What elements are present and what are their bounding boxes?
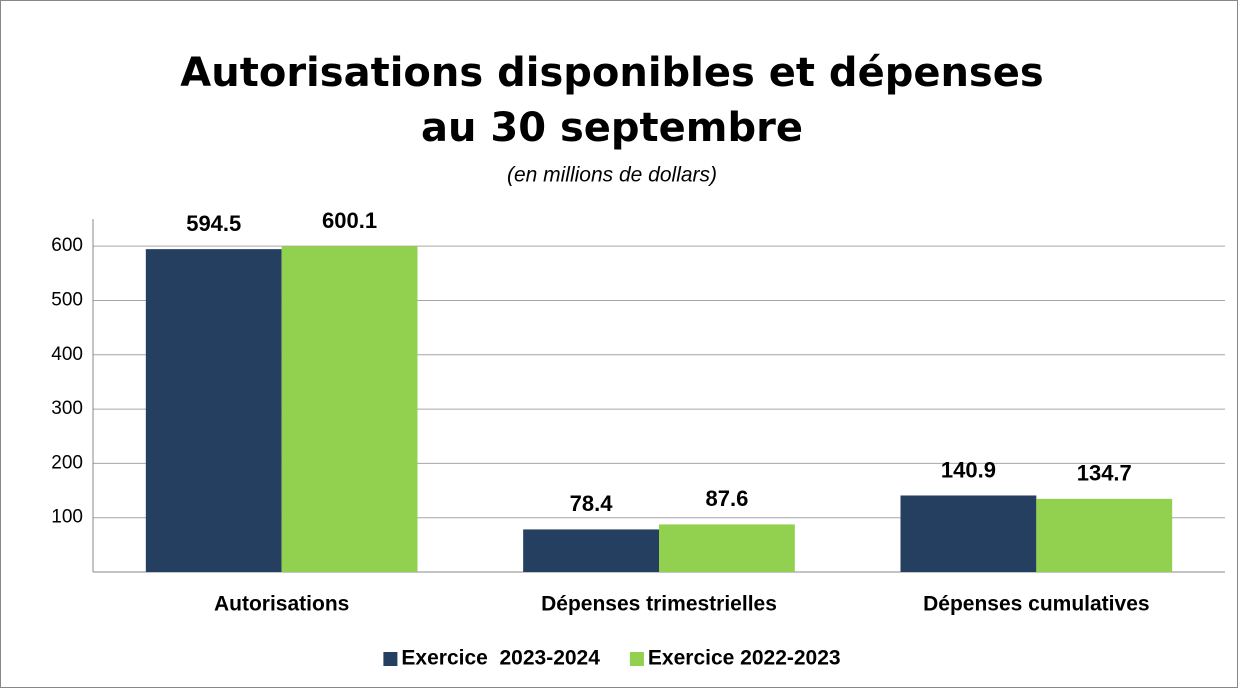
legend-label: Exercice 2022-2023	[648, 647, 841, 670]
data-label: 87.6	[706, 486, 749, 511]
bar	[523, 529, 659, 572]
data-label: 140.9	[941, 457, 996, 482]
y-tick-label: 500	[51, 289, 83, 310]
data-label: 78.4	[570, 491, 614, 516]
chart-title: au 30 septembre	[421, 105, 803, 151]
legend-swatch	[383, 652, 398, 666]
data-label: 594.5	[186, 211, 241, 236]
x-tick-label: Autorisations	[214, 593, 349, 616]
chart-title: Autorisations disponibles et dépenses	[180, 50, 1043, 96]
chart-subtitle: (en millions de dollars)	[507, 164, 717, 187]
y-tick-label: 200	[51, 452, 83, 473]
bar	[145, 249, 282, 573]
legend-swatch	[629, 652, 644, 666]
y-tick-label: 400	[51, 344, 83, 365]
data-label: 134.7	[1077, 461, 1132, 486]
bar	[659, 524, 795, 572]
bar	[281, 246, 418, 572]
x-tick-label: Dépenses trimestrielles	[541, 593, 777, 616]
x-tick-label: Dépenses cumulatives	[923, 593, 1149, 616]
y-tick-label: 600	[51, 235, 83, 256]
data-label: 600.1	[322, 208, 377, 233]
y-tick-label: 100	[51, 507, 83, 528]
bar	[900, 495, 1037, 572]
y-tick-label: 300	[51, 398, 83, 419]
bar	[1036, 498, 1173, 572]
legend-label: Exercice 2023-2024	[401, 647, 600, 670]
